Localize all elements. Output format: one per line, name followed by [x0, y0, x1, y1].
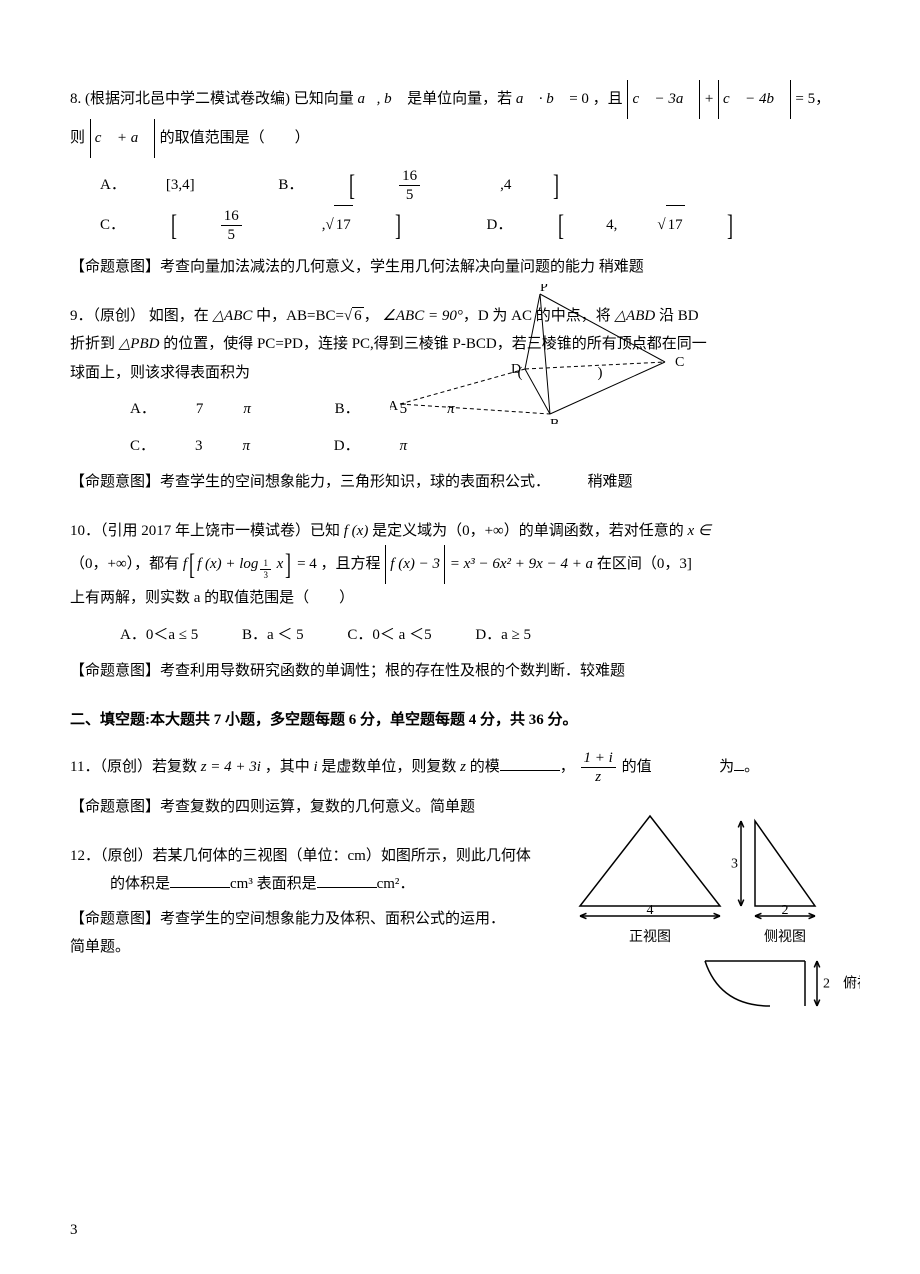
- svg-text:P: P: [540, 284, 548, 295]
- question-8: 8. (根据河北邑中学二模试卷改编) 已知向量 a⃗, b⃗ 是单位向量，若 a…: [70, 80, 850, 282]
- q9-options-2: C．3π D．π: [70, 432, 850, 461]
- q10-opt-c: C．0＜ a ＜5: [347, 621, 431, 650]
- q10-line2: （0，+∞），都有 f[f (x) + log13 x] = 4 ，且方程 f …: [70, 545, 850, 584]
- q12-line1: 12．（原创）若某几何体的三视图（单位：cm）如图所示，则此几何体: [70, 842, 610, 871]
- svg-text:3: 3: [731, 856, 738, 871]
- q8-eqdot: = 0: [565, 91, 588, 107]
- svg-text:D: D: [511, 362, 521, 377]
- q8-opt-a: A．[3,4]: [100, 166, 235, 205]
- question-12: 12．（原创）若某几何体的三视图（单位：cm）如图所示，则此几何体 的体积是cm…: [70, 842, 850, 1042]
- svg-text:A: A: [390, 399, 399, 414]
- q8-eqsum: = 5: [792, 91, 815, 107]
- q9-opt-d: D．π: [334, 432, 447, 461]
- svg-text:侧视图: 侧视图: [764, 929, 806, 945]
- q8-b3: ，: [815, 91, 830, 107]
- svg-text:2: 2: [782, 903, 789, 918]
- q9-intent: 【命题意图】考查学生的空间想象能力，三角形知识，球的表面积公式． 稍难题: [70, 468, 850, 497]
- q8-b4: 则: [70, 130, 85, 146]
- svg-text:正视图: 正视图: [629, 929, 671, 945]
- blank-2: [734, 756, 744, 771]
- question-10: 10．（引用 2017 年上饶市一模试卷）已知 f (x) 是定义域为（0，+∞…: [70, 517, 850, 686]
- q8-opt-d: D． [4,√17]: [487, 205, 775, 245]
- q10-opt-a: A．0＜a ≤ 5: [120, 621, 198, 650]
- q12-intent: 【命题意图】考查学生的空间想象能力及体积、面积公式的运用．: [70, 905, 610, 934]
- q8-options: A．[3,4] B． [165,4] C． [165,√17] D． [4,√1…: [70, 166, 850, 245]
- q8-prefix: 8. (根据河北邑中学二模试卷改编) 已知向量: [70, 91, 354, 107]
- q9-diagram: P A B C D: [390, 284, 690, 424]
- section-2-title: 二、填空题:本大题共 7 小题，多空题每题 6 分，单空题每题 4 分，共 36…: [70, 706, 850, 735]
- q12-line2: 的体积是cm³ 表面积是cm²．: [70, 870, 610, 899]
- blank-vol: [170, 873, 230, 888]
- q8-b2: ，且: [593, 91, 623, 107]
- svg-text:俯视图: 俯视图: [843, 975, 860, 991]
- svg-text:2: 2: [823, 976, 830, 991]
- q8-intent: 【命题意图】考查向量加法减法的几何意义，学生用几何法解决向量问题的能力 稍难题: [70, 253, 850, 282]
- q12-diagram: 4 正视图 3 2 侧视图 2 俯视图: [570, 806, 860, 1066]
- q8-b5: 的取值范围是（ ）: [160, 130, 310, 146]
- svg-text:B: B: [550, 417, 559, 424]
- q8-body: 8. (根据河北邑中学二模试卷改编) 已知向量 a⃗, b⃗ 是单位向量，若 a…: [70, 80, 850, 119]
- q8-opt-c: C． [165,√17]: [100, 205, 443, 245]
- question-9: 9．（原创） 如图，在 △ABC 中，AB=BC=√6， ∠ABC = 90°，…: [70, 302, 850, 497]
- q10-line3: 上有两解，则实数 a 的取值范围是（ ）: [70, 584, 850, 613]
- svg-text:C: C: [675, 355, 684, 370]
- q9-opt-c: C．3π: [130, 432, 290, 461]
- q10-options: A．0＜a ≤ 5 B．a ＜ 5 C．0＜ a ＜5 D．a ≥ 5: [70, 621, 850, 650]
- q8-opt-b: B． [165,4]: [278, 166, 601, 205]
- blank-1: [500, 756, 560, 771]
- q10-intent: 【命题意图】考查利用导数研究函数的单调性；根的存在性及根的个数判断．较难题: [70, 657, 850, 686]
- q10-line1: 10．（引用 2017 年上饶市一模试卷）已知 f (x) 是定义域为（0，+∞…: [70, 517, 850, 546]
- q11-line1: 11．（原创）若复数 z = 4 + 3i ，其中 i 是虚数单位，则复数 z …: [70, 748, 850, 787]
- q8-b1: 是单位向量，若: [407, 91, 512, 107]
- q10-opt-d: D．a ≥ 5: [475, 621, 531, 650]
- q10-opt-b: B．a ＜ 5: [242, 621, 304, 650]
- q9-opt-a: A．7π: [130, 395, 291, 424]
- blank-area: [317, 873, 377, 888]
- svg-text:4: 4: [647, 903, 654, 918]
- q8-body2line: 则 c⃗ + a⃗ 的取值范围是（ ）: [70, 119, 850, 158]
- page-number: 3: [70, 1216, 78, 1245]
